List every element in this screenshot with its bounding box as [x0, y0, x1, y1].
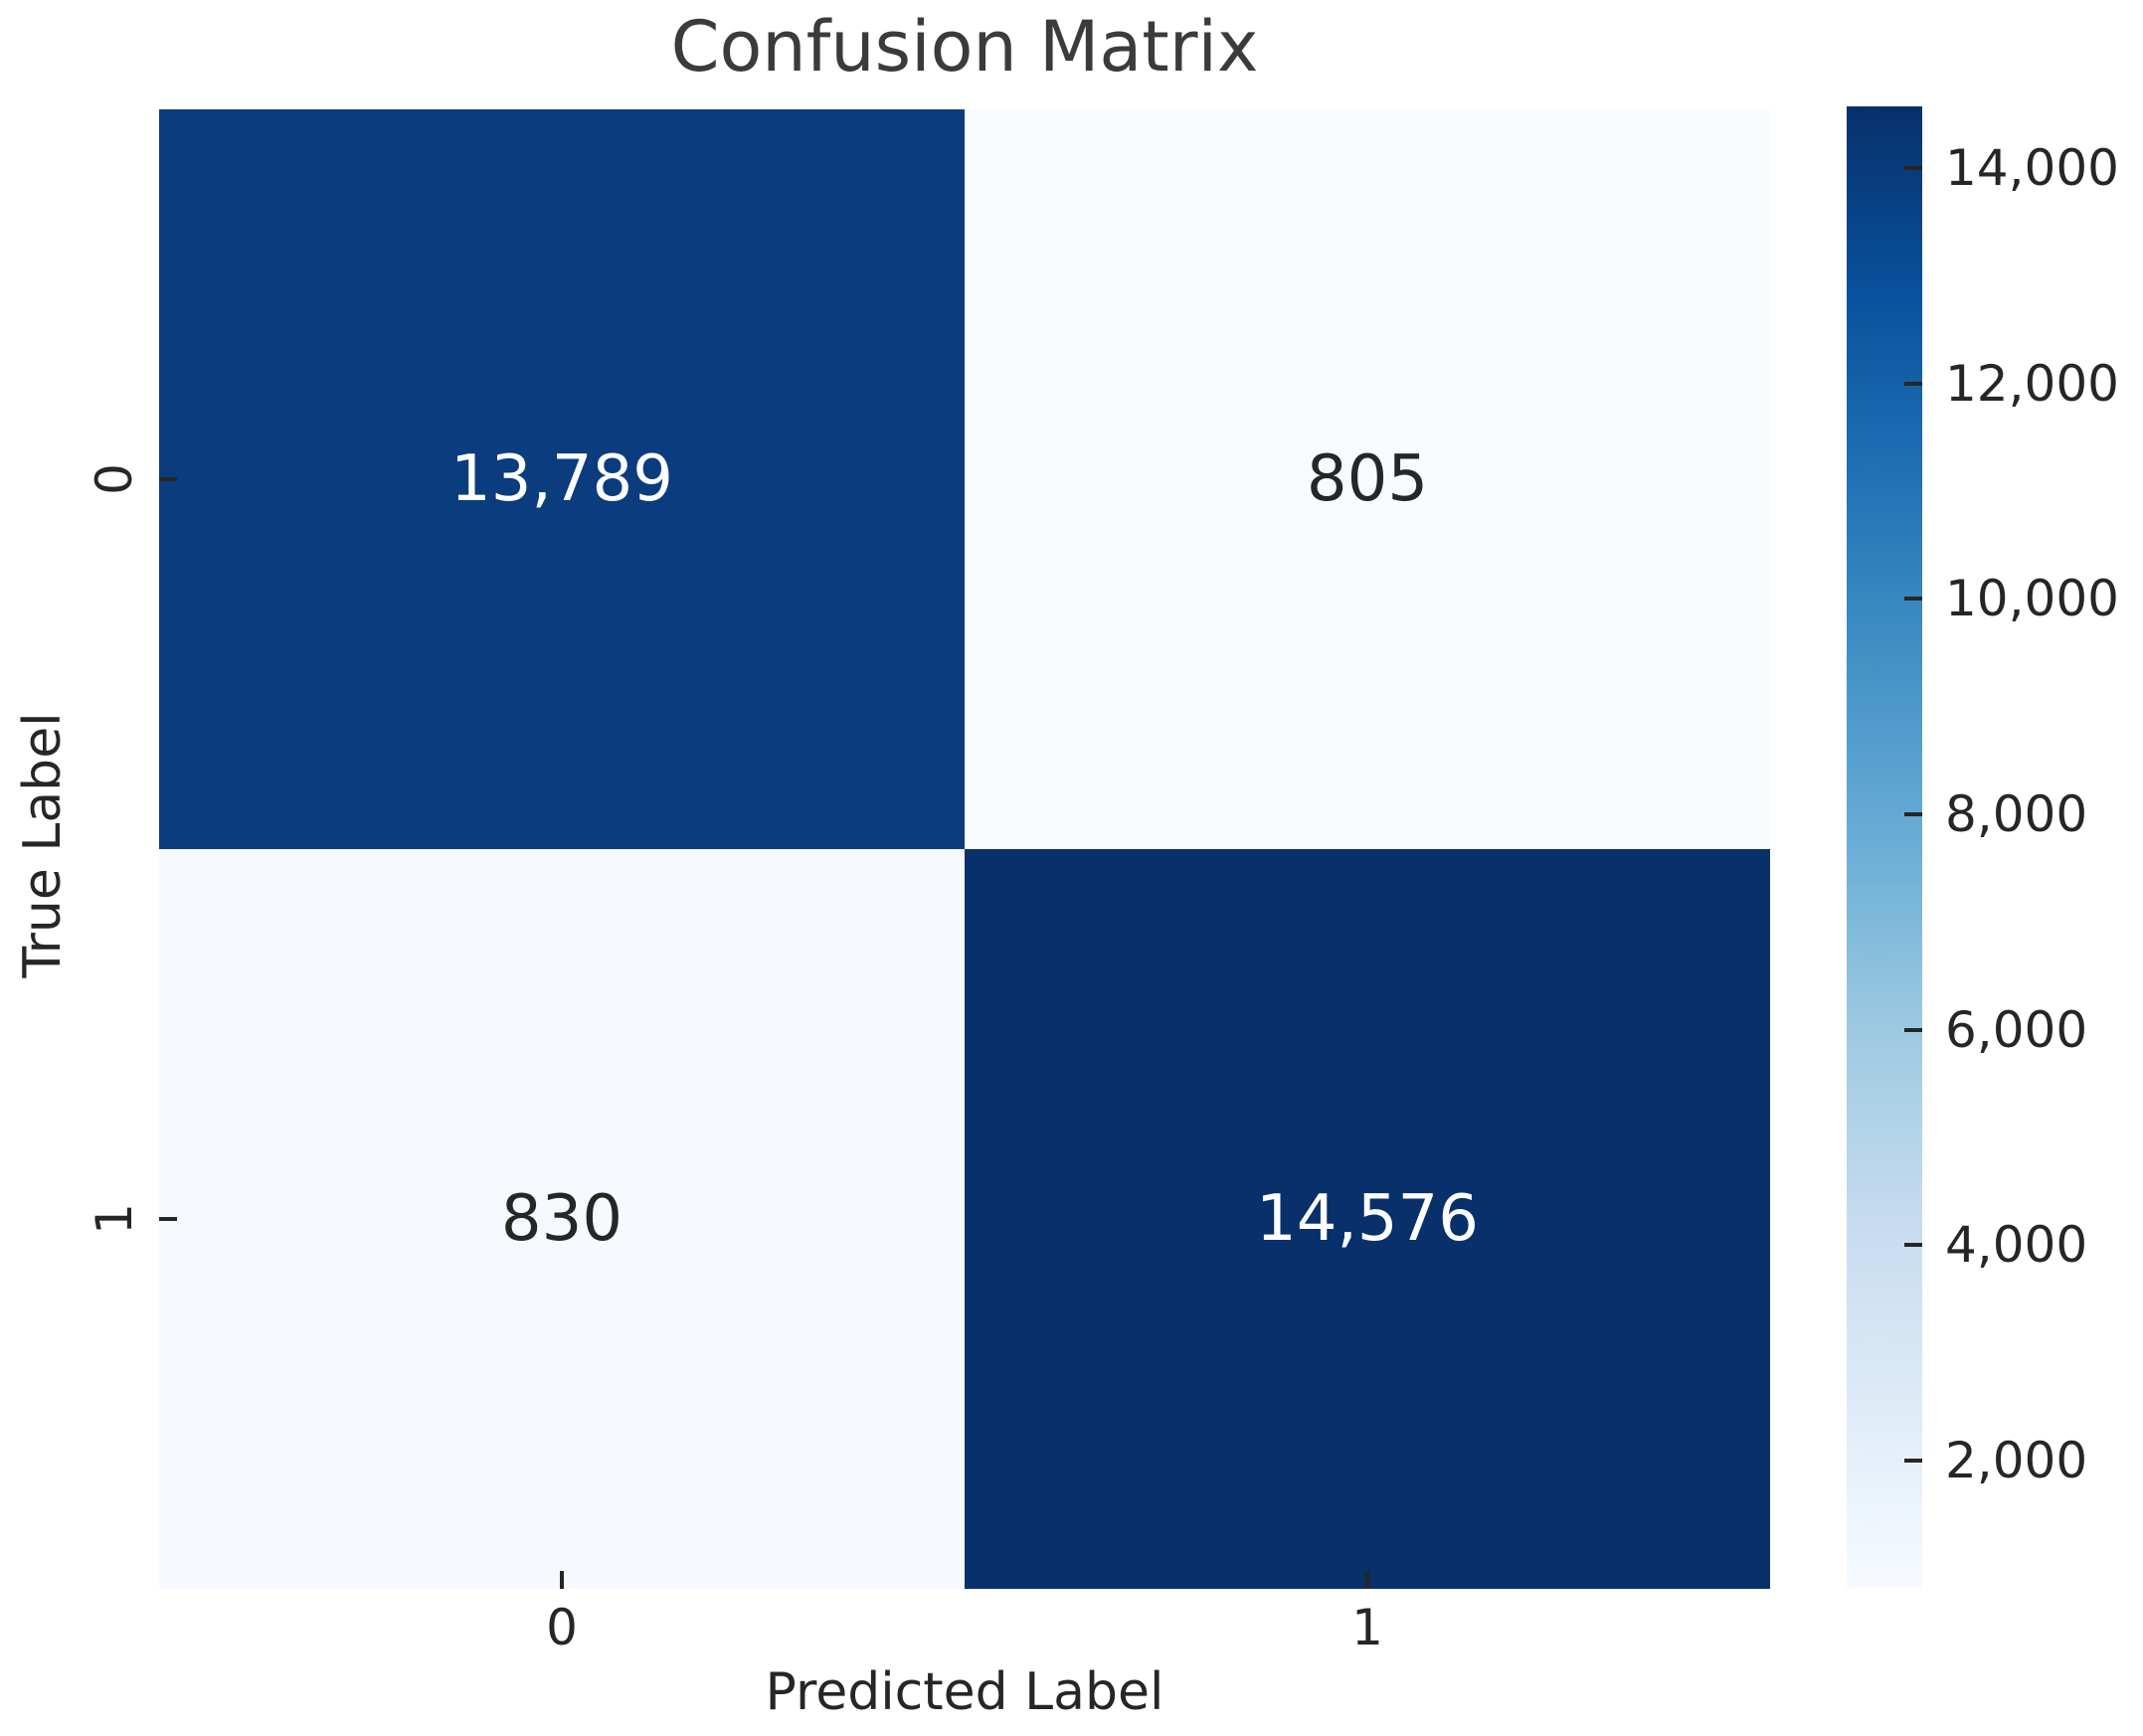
- y-tick-label-1: 1: [86, 1203, 143, 1235]
- heatmap-cell-r0c0: 13,789: [159, 109, 965, 849]
- y-tick-label-0: 0: [86, 463, 143, 495]
- heatmap-cell-r0c1: 805: [965, 109, 1770, 849]
- colorbar-tick-mark-14000: [1904, 166, 1922, 171]
- y-tick-mark-0: [159, 477, 177, 481]
- heatmap-cell-r1c1: 14,576: [965, 849, 1770, 1589]
- colorbar-tick-mark-10000: [1904, 597, 1922, 602]
- colorbar-tick-label-8000: 8,000: [1945, 784, 2088, 843]
- y-tick-mark-1: [159, 1217, 177, 1221]
- x-tick-mark-0: [560, 1571, 564, 1589]
- colorbar-tick-mark-8000: [1904, 811, 1922, 816]
- colorbar-tick-label-14000: 14,000: [1945, 139, 2119, 198]
- x-tick-mark-1: [1365, 1571, 1369, 1589]
- heatmap-grid: 13,789 805 830 14,576: [159, 109, 1770, 1589]
- colorbar-tick-mark-6000: [1904, 1027, 1922, 1032]
- colorbar-tick-label-4000: 4,000: [1945, 1216, 2088, 1275]
- colorbar-tick-label-2000: 2,000: [1945, 1431, 2088, 1489]
- colorbar-gradient: [1847, 106, 1922, 1589]
- colorbar-tick-mark-4000: [1904, 1243, 1922, 1248]
- colorbar-tick-mark-2000: [1904, 1458, 1922, 1463]
- y-axis-label: True Label: [13, 712, 73, 978]
- colorbar-tick-label-6000: 6,000: [1945, 1000, 2088, 1059]
- x-tick-label-1: 1: [1351, 1599, 1383, 1656]
- x-tick-label-0: 0: [546, 1599, 578, 1656]
- colorbar-tick-label-12000: 12,000: [1945, 354, 2119, 413]
- colorbar-tick-label-10000: 10,000: [1945, 570, 2119, 628]
- colorbar-tick-labels: 14,000 12,000 10,000 8,000 6,000 4,000 2,000: [1945, 106, 2143, 1589]
- heatmap-cell-r1c0: 830: [159, 849, 965, 1589]
- chart-title: Confusion Matrix: [670, 6, 1259, 87]
- colorbar-tick-mark-12000: [1904, 381, 1922, 386]
- x-axis-label: Predicted Label: [765, 1662, 1164, 1722]
